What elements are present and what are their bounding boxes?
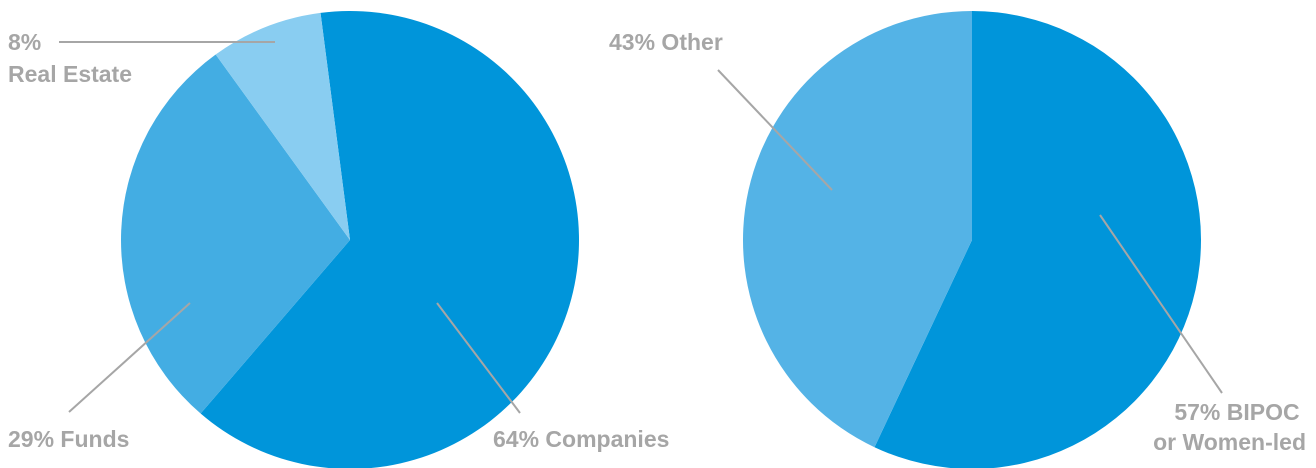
- label-other: 43% Other: [609, 29, 723, 55]
- label-bipoc-line-2: or Women-led: [1153, 429, 1306, 455]
- label-real-estate-line-1: 8%: [8, 29, 41, 55]
- pie-slice-real-estate: [215, 12, 350, 240]
- pie-slice-funds: [121, 54, 351, 414]
- pie-slice-bipoc-or-women-led: [874, 11, 1201, 468]
- label-companies: 64% Companies: [493, 426, 669, 452]
- label-funds: 29% Funds: [8, 426, 129, 452]
- pie-chart-investment-type: 8% Real Estate 29% Funds 64% Companies: [8, 11, 669, 468]
- label-bipoc-or-women-led: 57% BIPOC or Women-led: [1153, 399, 1306, 455]
- label-real-estate-line-2: Real Estate: [8, 61, 132, 87]
- pie-slice-other: [742, 11, 972, 448]
- pie-slice-companies: [200, 11, 579, 468]
- leader-line-other: [717, 69, 833, 191]
- leader-line-companies: [436, 302, 521, 414]
- leader-line-funds: [68, 302, 191, 413]
- pie-chart-leadership: 43% Other 57% BIPOC or Women-led: [609, 11, 1306, 468]
- label-bipoc-line-1: 57% BIPOC: [1174, 399, 1299, 425]
- leader-line-bipoc: [1099, 214, 1223, 394]
- label-real-estate: 8% Real Estate: [8, 29, 132, 87]
